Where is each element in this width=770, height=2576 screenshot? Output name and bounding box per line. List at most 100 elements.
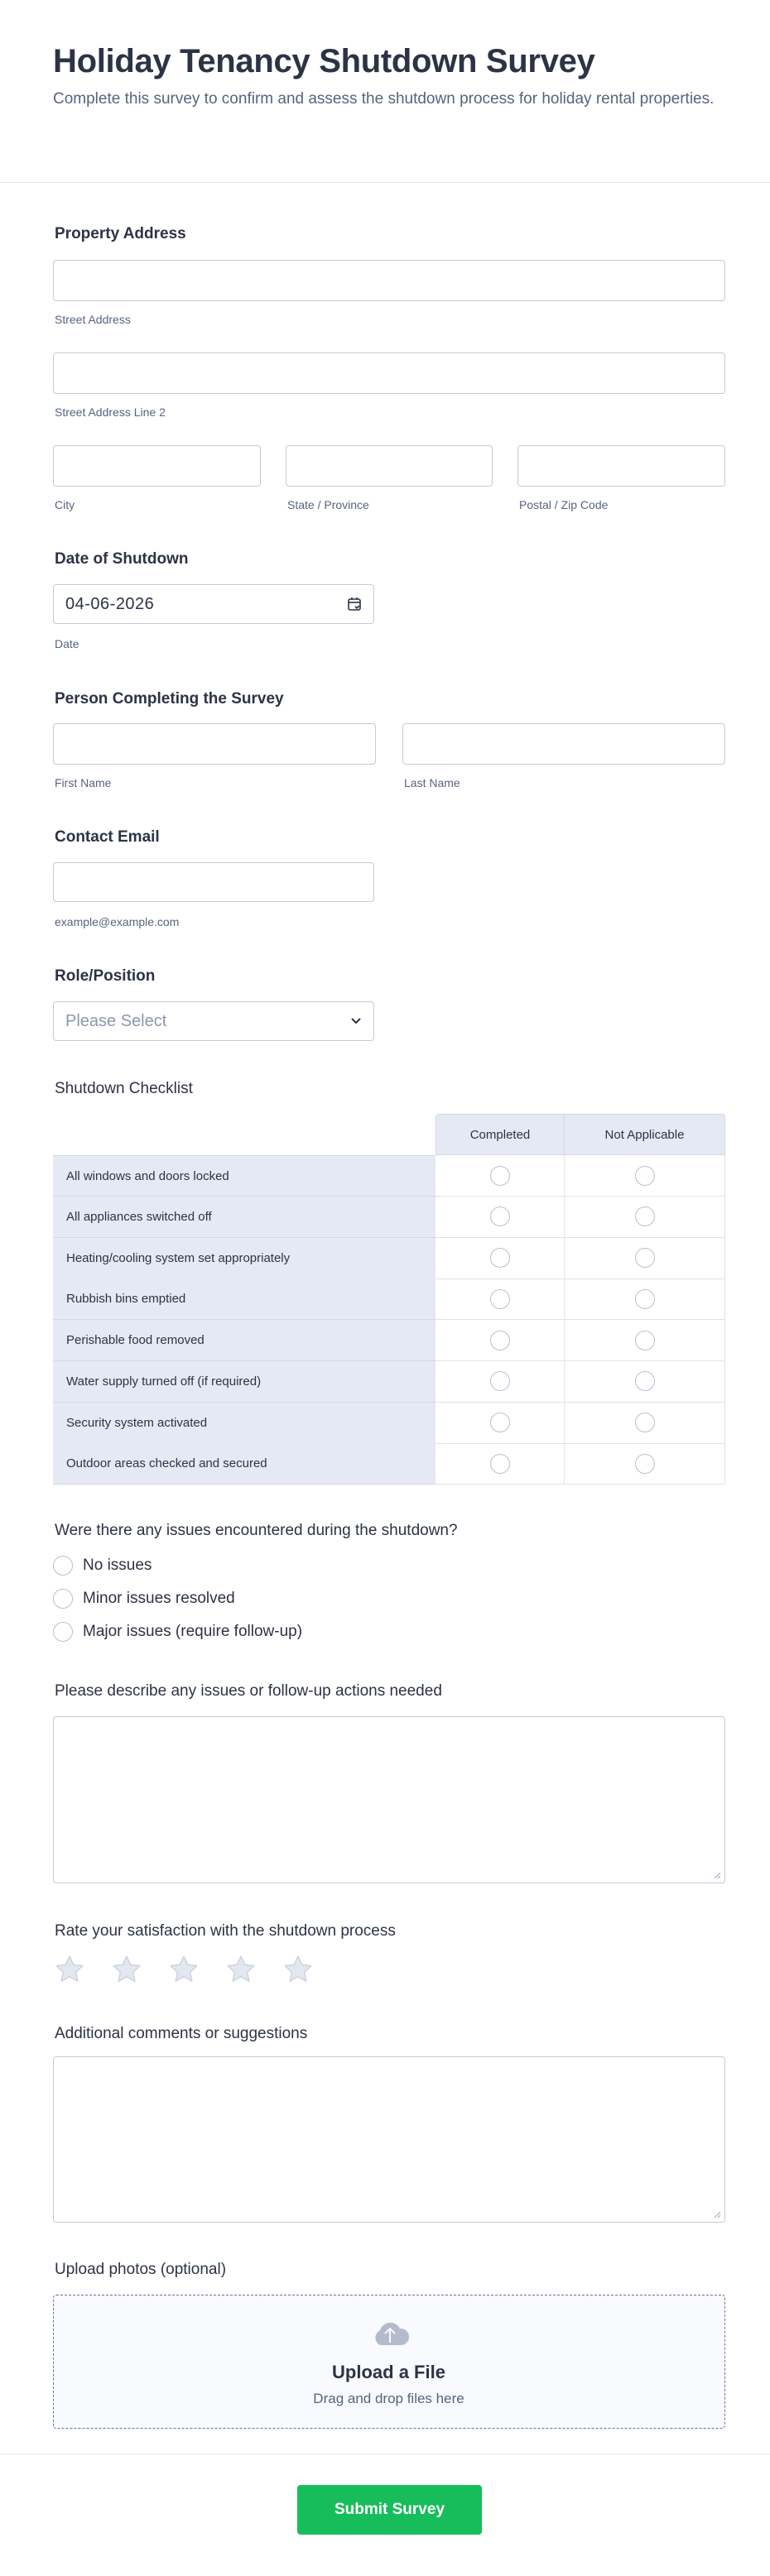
radio-completed[interactable] xyxy=(489,1248,510,1268)
calendar-icon[interactable] xyxy=(347,597,362,612)
checklist-cell-not-applicable xyxy=(565,1278,725,1321)
radio-completed[interactable] xyxy=(489,1330,510,1350)
radio-major-issues[interactable]: Major issues (require follow-up) xyxy=(53,1622,302,1642)
radio-not-applicable[interactable] xyxy=(634,1330,655,1350)
radio-circle[interactable] xyxy=(53,1622,73,1642)
star-icon[interactable] xyxy=(53,1953,86,1986)
radio-not-applicable[interactable] xyxy=(634,1165,655,1186)
last-name-sublabel: Last Name xyxy=(404,776,460,789)
checklist-cell-not-applicable xyxy=(565,1237,725,1279)
checklist-cell-not-applicable xyxy=(565,1320,725,1361)
star-icon[interactable] xyxy=(167,1953,200,1986)
describe-textarea[interactable] xyxy=(53,1716,725,1883)
email-input[interactable] xyxy=(53,862,374,902)
checklist-row-label: All windows and doors locked xyxy=(53,1155,436,1197)
checklist-cell-completed xyxy=(436,1360,565,1403)
first-name-input[interactable] xyxy=(53,723,376,765)
date-label: Date of Shutdown xyxy=(55,550,189,568)
page-title: Holiday Tenancy Shutdown Survey xyxy=(53,43,595,79)
radio-circle[interactable] xyxy=(53,1589,73,1609)
radio-not-applicable[interactable] xyxy=(634,1288,655,1309)
checklist-row: All windows and doors locked xyxy=(53,1155,725,1197)
role-select[interactable]: Please Select xyxy=(53,1001,374,1041)
checklist-cell-completed xyxy=(436,1155,565,1197)
state-input[interactable] xyxy=(286,445,493,487)
postal-sublabel: Postal / Zip Code xyxy=(519,498,609,511)
column-header-not-applicable: Not Applicable xyxy=(564,1114,725,1155)
street-address-line2-sublabel: Street Address Line 2 xyxy=(55,405,166,419)
checklist-row: Perishable food removed xyxy=(53,1320,725,1361)
city-input[interactable] xyxy=(53,445,261,487)
chevron-down-icon xyxy=(351,1018,361,1024)
radio-not-applicable[interactable] xyxy=(634,1206,655,1227)
star-icon[interactable] xyxy=(282,1953,315,1986)
checklist-row-label: Security system activated xyxy=(53,1402,436,1444)
checklist-row-label: Outdoor areas checked and secured xyxy=(53,1443,436,1485)
checklist-cell-not-applicable xyxy=(565,1443,725,1485)
radio-not-applicable[interactable] xyxy=(634,1453,655,1474)
checklist-row: All appliances switched off xyxy=(53,1196,725,1238)
checklist-cell-not-applicable xyxy=(565,1360,725,1403)
upload-title: Upload a File xyxy=(332,2362,445,2382)
radio-completed[interactable] xyxy=(489,1288,510,1309)
radio-not-applicable[interactable] xyxy=(634,1413,655,1432)
radio-not-applicable[interactable] xyxy=(634,1248,655,1268)
date-sublabel: Date xyxy=(55,637,79,650)
rating-label: Rate your satisfaction with the shutdown… xyxy=(55,1922,396,1940)
star-rating xyxy=(53,1953,315,1986)
checklist-cell-not-applicable xyxy=(565,1155,725,1197)
resize-handle-icon[interactable] xyxy=(713,2210,721,2219)
radio-completed[interactable] xyxy=(489,1453,510,1474)
comments-label: Additional comments or suggestions xyxy=(55,2025,308,2042)
upload-label: Upload photos (optional) xyxy=(55,2261,227,2278)
street-address-input[interactable] xyxy=(53,260,725,301)
street-address-line2-input[interactable] xyxy=(53,353,725,394)
checklist-cell-completed xyxy=(436,1237,565,1279)
radio-not-applicable[interactable] xyxy=(634,1371,655,1392)
checklist-row-label: Water supply turned off (if required) xyxy=(53,1360,436,1403)
radio-label: No issues xyxy=(83,1557,152,1574)
comments-textarea[interactable] xyxy=(53,2056,725,2223)
role-placeholder: Please Select xyxy=(65,1011,167,1030)
radio-label: Minor issues resolved xyxy=(83,1590,235,1607)
postal-input[interactable] xyxy=(517,445,725,487)
checklist-label: Shutdown Checklist xyxy=(55,1080,193,1097)
upload-hint: Drag and drop files here xyxy=(313,2391,464,2406)
checklist-cell-completed xyxy=(436,1443,565,1485)
checklist-row: Heating/cooling system set appropriately xyxy=(53,1237,725,1279)
checklist-cell-completed xyxy=(436,1196,565,1238)
city-sublabel: City xyxy=(55,498,75,511)
radio-minor-issues[interactable]: Minor issues resolved xyxy=(53,1589,235,1609)
radio-completed[interactable] xyxy=(489,1206,510,1227)
role-label: Role/Position xyxy=(55,967,156,985)
page-description: Complete this survey to confirm and asse… xyxy=(53,90,715,108)
checklist-row: Rubbish bins emptied xyxy=(53,1278,725,1321)
last-name-input[interactable] xyxy=(402,723,725,765)
email-sublabel: example@example.com xyxy=(55,915,180,928)
header-divider xyxy=(0,182,770,183)
date-value: 04-06-2026 xyxy=(65,594,155,613)
file-upload-dropzone[interactable]: Upload a File Drag and drop files here xyxy=(53,2295,725,2429)
checklist-row-label: Perishable food removed xyxy=(53,1320,436,1361)
radio-circle[interactable] xyxy=(53,1556,73,1576)
submit-button[interactable]: Submit Survey xyxy=(297,2485,482,2535)
star-icon[interactable] xyxy=(110,1953,143,1986)
first-name-sublabel: First Name xyxy=(55,776,112,789)
email-label: Contact Email xyxy=(55,828,160,846)
checklist-cell-completed xyxy=(436,1320,565,1361)
date-input[interactable]: 04-06-2026 xyxy=(53,584,374,624)
checklist-row: Water supply turned off (if required) xyxy=(53,1360,725,1403)
checklist-row: Security system activated xyxy=(53,1402,725,1444)
checklist-cell-not-applicable xyxy=(565,1196,725,1238)
radio-completed[interactable] xyxy=(489,1165,510,1186)
star-icon[interactable] xyxy=(224,1953,257,1986)
street-address-sublabel: Street Address xyxy=(55,313,131,326)
checklist-cell-not-applicable xyxy=(565,1402,725,1444)
checklist-row-label: Heating/cooling system set appropriately xyxy=(53,1237,436,1279)
radio-completed[interactable] xyxy=(489,1413,510,1432)
radio-completed[interactable] xyxy=(489,1371,510,1392)
resize-handle-icon[interactable] xyxy=(713,1871,721,1879)
describe-label: Please describe any issues or follow-up … xyxy=(55,1682,442,1700)
checklist-cell-completed xyxy=(436,1278,565,1321)
radio-no-issues[interactable]: No issues xyxy=(53,1556,152,1576)
